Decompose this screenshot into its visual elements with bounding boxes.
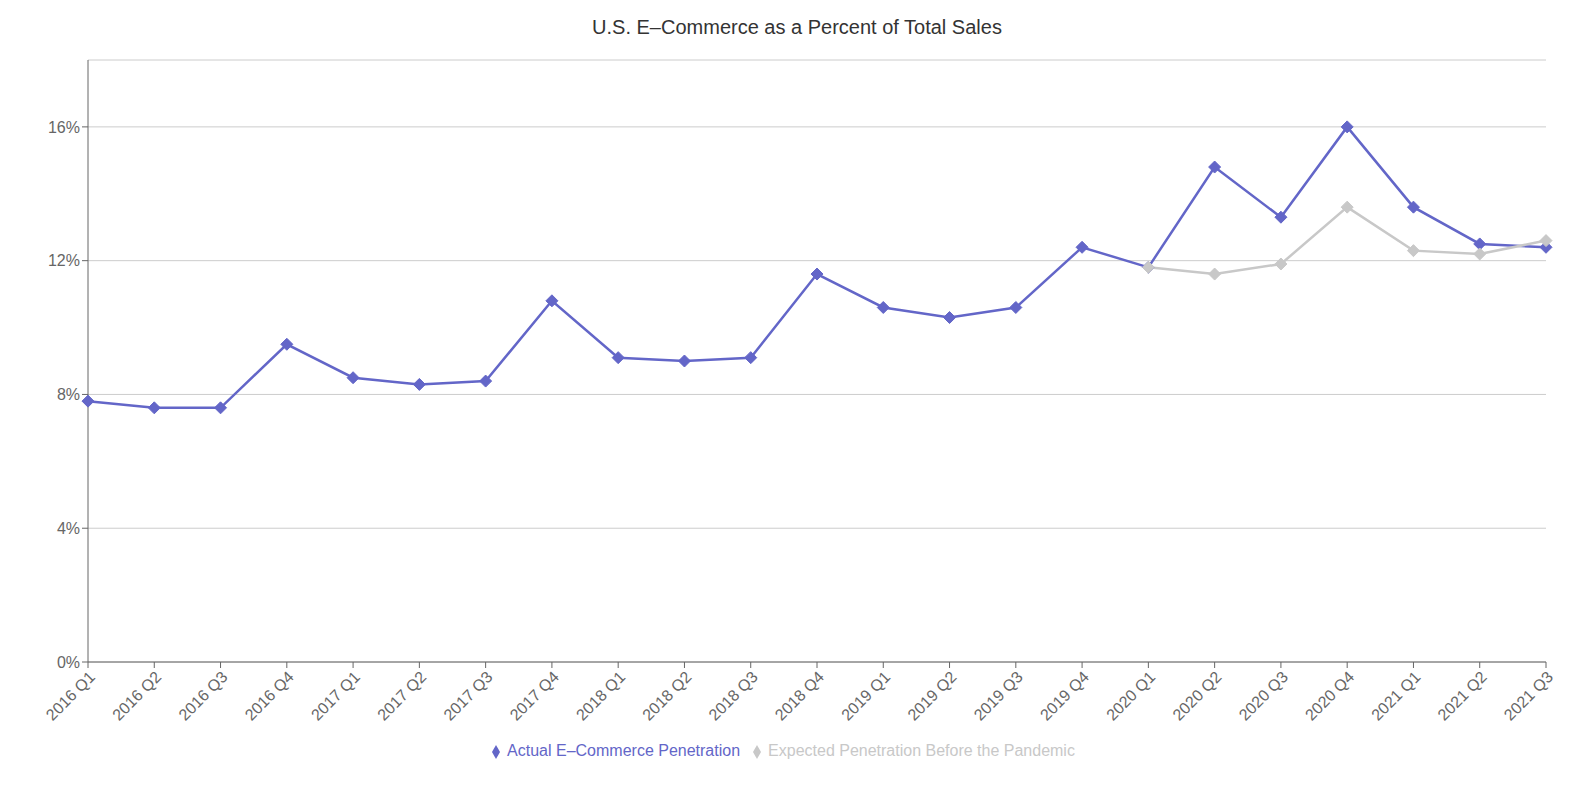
svg-text:2016 Q3: 2016 Q3 xyxy=(175,668,230,723)
svg-text:2019 Q1: 2019 Q1 xyxy=(838,668,893,723)
svg-text:2017 Q2: 2017 Q2 xyxy=(374,668,429,723)
svg-text:2017 Q1: 2017 Q1 xyxy=(308,668,363,723)
svg-text:2019 Q2: 2019 Q2 xyxy=(904,668,959,723)
svg-text:8%: 8% xyxy=(57,386,80,403)
svg-text:12%: 12% xyxy=(48,252,80,269)
html-text:U.S. E–Commerce as a Percent o: U.S. E–Commerce as a Percent of Total Sa… xyxy=(592,16,1002,38)
svg-text:2018 Q2: 2018 Q2 xyxy=(639,668,694,723)
svg-text:2021 Q3: 2021 Q3 xyxy=(1501,668,1556,723)
svg-text:2016 Q2: 2016 Q2 xyxy=(109,668,164,723)
svg-text:2020 Q1: 2020 Q1 xyxy=(1103,668,1158,723)
svg-text:2018 Q4: 2018 Q4 xyxy=(772,668,827,723)
svg-text:2019 Q3: 2019 Q3 xyxy=(971,668,1026,723)
svg-text:4%: 4% xyxy=(57,520,80,537)
svg-text:2017 Q4: 2017 Q4 xyxy=(507,668,562,723)
html-text:Expected Penetration Before th: Expected Penetration Before the Pandemic xyxy=(768,742,1075,759)
svg-text:2020 Q3: 2020 Q3 xyxy=(1236,668,1291,723)
svg-text:2016 Q4: 2016 Q4 xyxy=(242,668,297,723)
html-text:Actual E–Commerce Penetration: Actual E–Commerce Penetration xyxy=(507,742,741,759)
svg-text:2021 Q2: 2021 Q2 xyxy=(1434,668,1489,723)
svg-text:2016 Q1: 2016 Q1 xyxy=(43,668,98,723)
svg-text:0%: 0% xyxy=(57,654,80,671)
svg-text:2021 Q1: 2021 Q1 xyxy=(1368,668,1423,723)
svg-text:2019 Q4: 2019 Q4 xyxy=(1037,668,1092,723)
svg-text:2018 Q3: 2018 Q3 xyxy=(705,668,760,723)
svg-text:2017 Q3: 2017 Q3 xyxy=(440,668,495,723)
svg-text:2018 Q1: 2018 Q1 xyxy=(573,668,628,723)
svg-text:2020 Q4: 2020 Q4 xyxy=(1302,668,1357,723)
svg-text:2020 Q2: 2020 Q2 xyxy=(1169,668,1224,723)
svg-text:16%: 16% xyxy=(48,119,80,136)
